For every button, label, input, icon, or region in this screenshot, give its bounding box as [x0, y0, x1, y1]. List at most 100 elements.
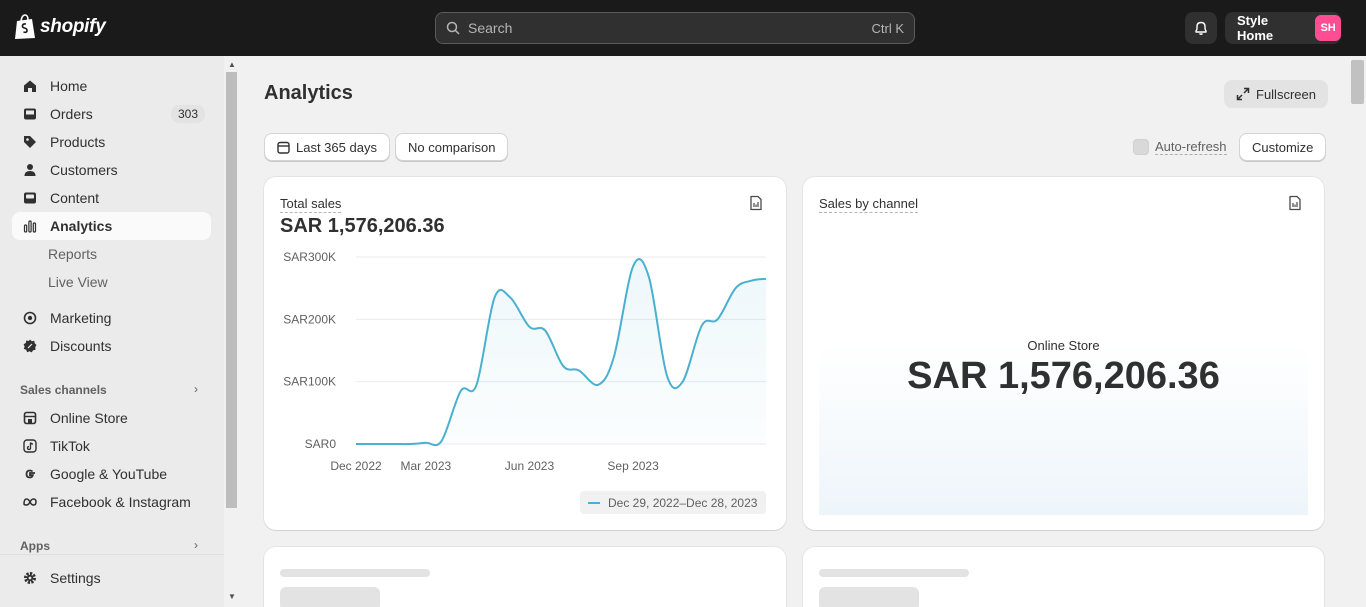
auto-refresh-toggle[interactable]: Auto-refresh	[1133, 139, 1227, 155]
store-name: Style Home	[1237, 13, 1274, 43]
date-range-label: Last 365 days	[296, 139, 377, 155]
scroll-up-arrow-icon[interactable]: ▲	[228, 60, 236, 69]
chevron-right-icon[interactable]: ›	[194, 382, 198, 396]
sidebar-item-facebook-instagram[interactable]: Facebook & Instagram	[12, 488, 211, 516]
page-scrollbar[interactable]	[1349, 56, 1366, 607]
sidebar-item-live-view[interactable]: Live View	[12, 268, 211, 296]
shopify-logo[interactable]: shopify	[14, 14, 106, 40]
comparison-button[interactable]: No comparison	[395, 133, 509, 161]
store-icon	[22, 410, 38, 426]
skeleton-block	[280, 587, 380, 607]
home-icon	[22, 78, 38, 94]
sidebar-item-settings[interactable]: Settings	[12, 564, 211, 592]
auto-refresh-checkbox[interactable]	[1133, 139, 1149, 155]
sidebar-item-discounts[interactable]: Discounts	[12, 332, 211, 360]
y-tick-label: SAR200K	[283, 312, 336, 326]
avatar: SH	[1315, 15, 1341, 41]
orders-count-badge: 303	[170, 105, 205, 123]
date-range-button[interactable]: Last 365 days	[264, 133, 390, 161]
top-bar: shopify Ctrl K Style Home SH	[0, 0, 1366, 56]
channel-chart-area	[819, 229, 1308, 515]
channel-value: SAR 1,576,206.36	[907, 355, 1220, 397]
customize-button[interactable]: Customize	[1239, 133, 1327, 161]
sidebar-item-label: Discounts	[50, 338, 112, 354]
sidebar-scrollbar-thumb[interactable]	[226, 72, 237, 508]
sidebar-item-label: Google & YouTube	[50, 466, 168, 482]
sales-channels-heading[interactable]: Sales channels	[20, 383, 107, 397]
shopify-bag-icon	[15, 14, 35, 39]
bar-chart-icon	[22, 218, 38, 234]
expand-icon	[1236, 87, 1250, 101]
sidebar-item-home[interactable]: Home	[12, 72, 211, 100]
legend-line-swatch	[588, 501, 600, 504]
scroll-down-arrow-icon[interactable]: ▼	[228, 592, 236, 601]
loading-card	[264, 547, 786, 607]
sidebar: Home Orders 303 Products Customers Conte…	[0, 56, 224, 607]
sidebar-item-label: Marketing	[50, 310, 112, 326]
apps-heading[interactable]: Apps	[20, 539, 50, 553]
series-area	[356, 259, 766, 446]
sidebar-item-label: Facebook & Instagram	[50, 494, 191, 510]
sidebar-item-tiktok[interactable]: TikTok	[12, 432, 211, 460]
inbox-icon	[22, 106, 38, 122]
export-report-icon[interactable]	[1287, 195, 1303, 211]
sidebar-item-orders[interactable]: Orders 303	[12, 100, 211, 128]
sidebar-item-analytics[interactable]: Analytics	[12, 212, 211, 240]
y-tick-label: SAR100K	[283, 375, 336, 389]
sidebar-item-label: Online Store	[50, 410, 128, 426]
fullscreen-label: Fullscreen	[1256, 86, 1316, 102]
settings-area: Settings	[0, 554, 224, 607]
chevron-right-icon[interactable]: ›	[194, 538, 198, 552]
sidebar-item-label: Orders	[50, 106, 93, 122]
store-switcher[interactable]: Style Home SH	[1225, 12, 1341, 44]
sidebar-item-content[interactable]: Content	[12, 184, 211, 212]
sales-by-channel-card: Sales by channel Online Store SAR 1,576,…	[803, 177, 1324, 530]
calendar-icon	[277, 141, 290, 154]
search-shortcut: Ctrl K	[871, 20, 905, 36]
search-input[interactable]	[468, 20, 872, 36]
sidebar-item-label: Customers	[50, 162, 118, 178]
skeleton-line	[819, 569, 969, 577]
sidebar-item-marketing[interactable]: Marketing	[12, 304, 211, 332]
sidebar-item-products[interactable]: Products	[12, 128, 211, 156]
sidebar-item-label: Reports	[48, 246, 98, 262]
notifications-button[interactable]	[1185, 12, 1217, 44]
gear-icon	[22, 570, 38, 586]
total-sales-value: SAR 1,576,206.36	[280, 215, 445, 237]
page-scrollbar-thumb[interactable]	[1351, 60, 1364, 104]
total-sales-chart[interactable]: SAR300K SAR200K SAR100K SAR0 Dec 2022 Mar 202…	[264, 237, 786, 477]
bell-icon	[1195, 21, 1207, 35]
series-line	[355, 258, 767, 447]
y-tick-label: SAR300K	[283, 250, 336, 264]
image-icon	[22, 190, 38, 206]
sidebar-item-label: TikTok	[50, 438, 90, 454]
sales-by-channel-label[interactable]: Sales by channel	[819, 196, 919, 213]
sidebar-item-label: Home	[50, 78, 88, 94]
skeleton-line	[280, 569, 430, 577]
x-tick-label: Sep 2023	[607, 459, 659, 473]
target-icon	[22, 310, 38, 326]
meta-icon	[22, 494, 38, 510]
chart-legend[interactable]: Dec 29, 2022–Dec 28, 2023	[580, 491, 766, 514]
x-tick-label: Mar 2023	[400, 459, 451, 473]
person-icon	[22, 162, 38, 178]
channel-name: Online Store	[1027, 338, 1100, 353]
fullscreen-button[interactable]: Fullscreen	[1224, 80, 1328, 108]
x-tick-label: Jun 2023	[505, 459, 555, 473]
sidebar-item-google-youtube[interactable]: Google & YouTube	[12, 460, 211, 488]
sidebar-item-label: Content	[50, 190, 100, 206]
google-icon	[22, 466, 38, 482]
total-sales-card: Total sales SAR 1,576,206.36 SAR300K SAR2…	[264, 177, 786, 530]
page-title: Analytics	[264, 82, 353, 104]
total-sales-label[interactable]: Total sales	[280, 196, 342, 213]
tiktok-icon	[22, 438, 38, 454]
y-tick-label: SAR0	[305, 437, 337, 451]
tag-icon	[22, 134, 38, 150]
auto-refresh-label: Auto-refresh	[1155, 139, 1227, 155]
export-report-icon[interactable]	[748, 195, 764, 211]
search-bar[interactable]: Ctrl K	[435, 12, 915, 44]
sidebar-item-online-store[interactable]: Online Store	[12, 404, 211, 432]
sidebar-item-customers[interactable]: Customers	[12, 156, 211, 184]
sidebar-item-reports[interactable]: Reports	[12, 240, 211, 268]
comparison-label: No comparison	[408, 139, 496, 155]
